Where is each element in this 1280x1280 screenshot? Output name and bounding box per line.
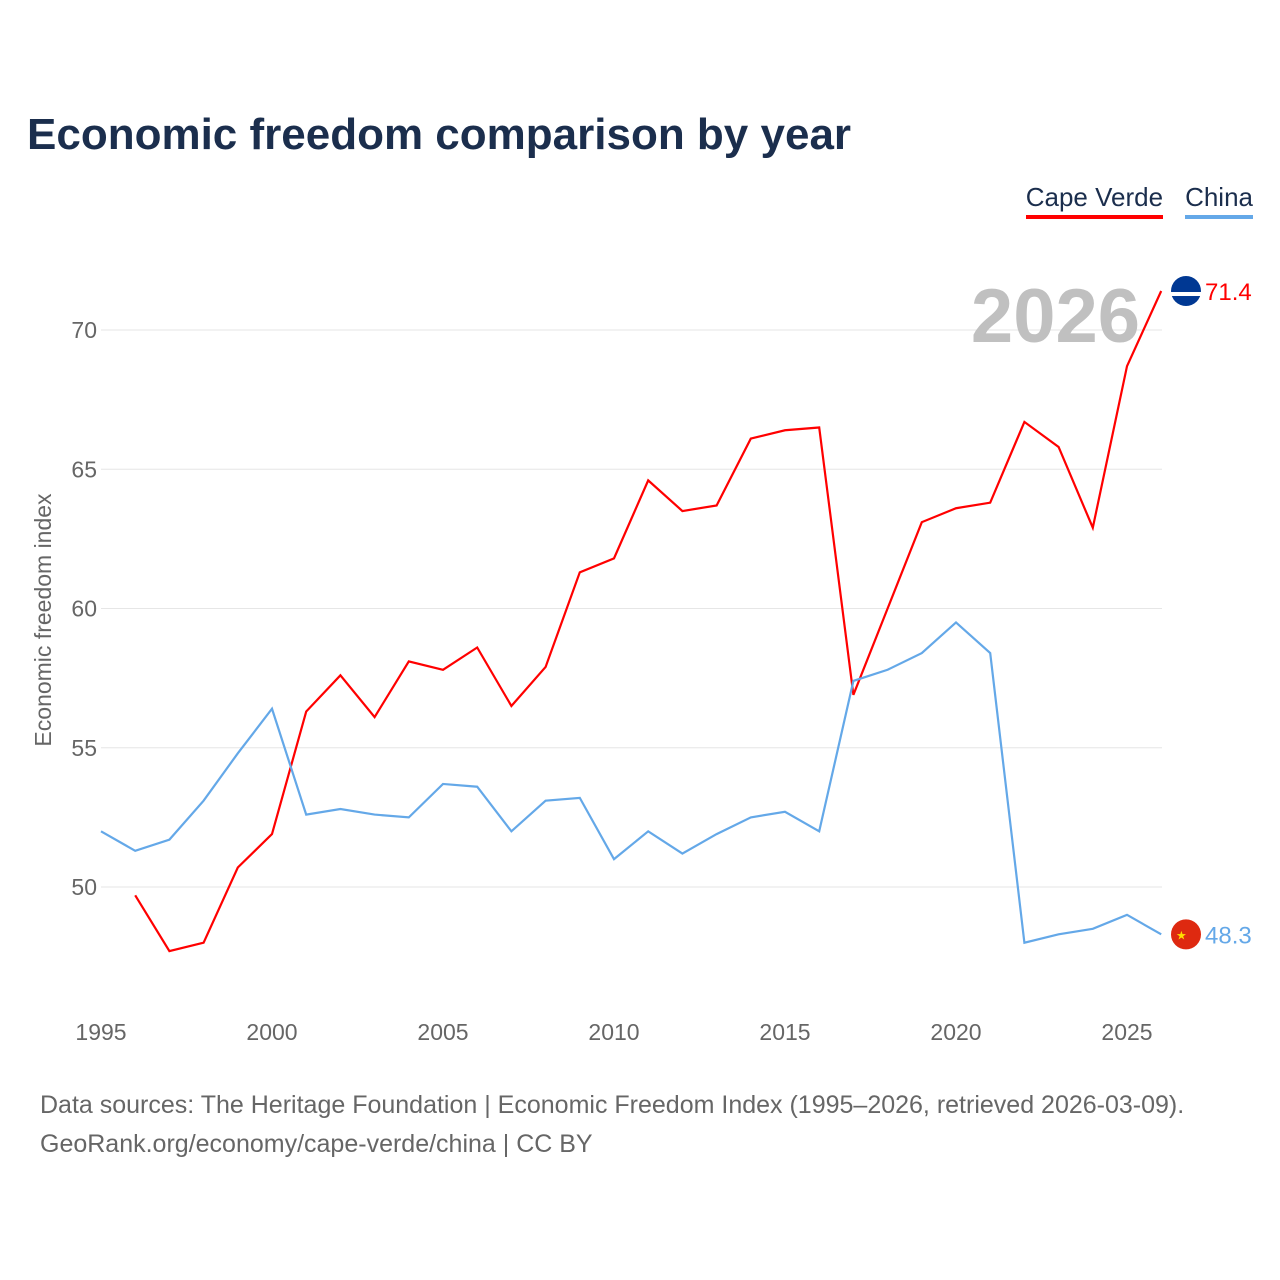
chart-title: Economic freedom comparison by year: [27, 110, 852, 159]
y-tick-label: 70: [71, 317, 97, 343]
legend-china[interactable]: China: [1185, 182, 1253, 219]
x-tick-label: 2005: [417, 1019, 468, 1045]
y-tick-label: 65: [71, 456, 97, 482]
y-tick-label: 50: [71, 874, 97, 900]
end-value-label: 71.4: [1205, 279, 1252, 306]
legend: Cape Verde China: [1025, 182, 1253, 219]
series-line-cape-verde: [134, 290, 1163, 953]
y-axis-label: Economic freedom index: [30, 493, 56, 747]
y-tick-label: 55: [71, 735, 97, 761]
flag-stripe: [1171, 292, 1201, 297]
cape-verde-flag-icon: [1171, 276, 1201, 307]
footer: Data sources: The Heritage Foundation | …: [40, 1086, 1184, 1164]
x-tick-label: 2020: [930, 1019, 981, 1045]
china-flag-icon: [1171, 919, 1201, 950]
x-tick-label: 2000: [246, 1019, 297, 1045]
year-label: 2026: [971, 274, 1140, 359]
legend-cape-verde[interactable]: Cape Verde: [1025, 182, 1164, 219]
x-tick-label: 2015: [759, 1019, 810, 1045]
source-link[interactable]: GeoRank.org/economy/cape-verde/china | C…: [40, 1130, 593, 1158]
x-tick-label: 1995: [75, 1019, 126, 1045]
x-tick-label: 2025: [1101, 1019, 1152, 1045]
x-tick-label: 2010: [588, 1019, 639, 1045]
series-line-china: [100, 620, 1162, 945]
source-text: Data sources: The Heritage Foundation | …: [40, 1091, 1185, 1119]
end-value-label: 48.3: [1205, 922, 1252, 949]
flag-star: ★: [1176, 928, 1187, 942]
y-tick-label: 60: [71, 596, 97, 622]
